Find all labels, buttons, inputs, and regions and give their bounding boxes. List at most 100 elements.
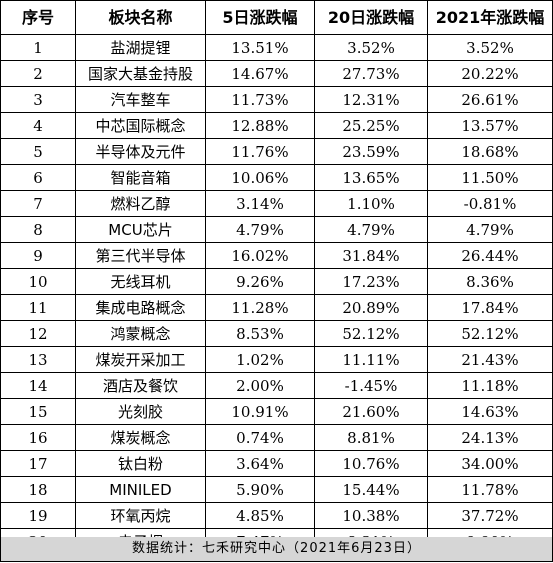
change-2021-cell: 20.22% (427, 60, 553, 87)
sector-name-cell: 半导体及元件 (75, 138, 206, 165)
header-2021-change: 2021年涨跌幅 (427, 0, 553, 35)
change-2021-cell: 26.61% (427, 86, 553, 113)
sector-name-cell: 燃料乙醇 (75, 190, 206, 217)
change-2021-cell: 11.18% (427, 372, 553, 399)
change-20day-cell: 52.12% (314, 320, 428, 347)
table-row: 13 煤炭开采加工 1.02% 11.11% 21.43% (0, 346, 553, 373)
change-5day-cell: 4.85% (205, 502, 315, 529)
sector-name-cell: MCU芯片 (75, 216, 206, 243)
change-2021-cell: 26.44% (427, 242, 553, 269)
change-20day-cell: 10.76% (314, 450, 428, 477)
row-index-cell: 7 (0, 190, 76, 217)
table-row: 19 环氧丙烷 4.85% 10.38% 37.72% (0, 502, 553, 529)
change-5day-cell: 12.88% (205, 112, 315, 139)
table-row: 3 汽车整车 11.73% 12.31% 26.61% (0, 86, 553, 113)
sector-name-cell: 盐湖提锂 (75, 34, 206, 61)
change-5day-cell: 11.76% (205, 138, 315, 165)
change-2021-cell: 13.57% (427, 112, 553, 139)
change-5day-cell: 10.06% (205, 164, 315, 191)
change-2021-cell: 14.63% (427, 398, 553, 425)
change-20day-cell: 10.38% (314, 502, 428, 529)
change-5day-cell: 14.67% (205, 60, 315, 87)
change-20day-cell: 20.89% (314, 294, 428, 321)
table-row: 17 钛白粉 3.64% 10.76% 34.00% (0, 450, 553, 477)
header-row: 序号 板块名称 5日涨跌幅 20日涨跌幅 2021年涨跌幅 (0, 0, 553, 35)
row-index-cell: 6 (0, 164, 76, 191)
table-row: 18 MINILED 5.90% 15.44% 11.78% (0, 476, 553, 503)
change-2021-cell: 8.36% (427, 268, 553, 295)
change-2021-cell: -0.81% (427, 190, 553, 217)
sector-name-cell: 集成电路概念 (75, 294, 206, 321)
change-20day-cell: 3.52% (314, 34, 428, 61)
sector-name-cell: 中芯国际概念 (75, 112, 206, 139)
change-20day-cell: 8.81% (314, 424, 428, 451)
change-20day-cell: 31.84% (314, 242, 428, 269)
sector-name-cell: 光刻胶 (75, 398, 206, 425)
table-row: 4 中芯国际概念 12.88% 25.25% 13.57% (0, 112, 553, 139)
row-index-cell: 18 (0, 476, 76, 503)
change-5day-cell: 4.79% (205, 216, 315, 243)
data-source-footer: 数据统计：七禾研究中心（2021年6月23日） (0, 537, 553, 562)
row-index-cell: 3 (0, 86, 76, 113)
change-5day-cell: 11.73% (205, 86, 315, 113)
row-index-cell: 16 (0, 424, 76, 451)
change-5day-cell: 3.14% (205, 190, 315, 217)
change-20day-cell: 4.79% (314, 216, 428, 243)
row-index-cell: 17 (0, 450, 76, 477)
sector-name-cell: 无线耳机 (75, 268, 206, 295)
change-5day-cell: 1.02% (205, 346, 315, 373)
change-5day-cell: 10.91% (205, 398, 315, 425)
table-row: 2 国家大基金持股 14.67% 27.73% 20.22% (0, 60, 553, 87)
row-index-cell: 9 (0, 242, 76, 269)
change-2021-cell: 11.50% (427, 164, 553, 191)
sector-name-cell: 鸿蒙概念 (75, 320, 206, 347)
change-5day-cell: 3.64% (205, 450, 315, 477)
table-row: 7 燃料乙醇 3.14% 1.10% -0.81% (0, 190, 553, 217)
change-2021-cell: 24.13% (427, 424, 553, 451)
change-20day-cell: 27.73% (314, 60, 428, 87)
header-5day-change: 5日涨跌幅 (205, 0, 315, 35)
change-2021-cell: 17.84% (427, 294, 553, 321)
change-5day-cell: 8.53% (205, 320, 315, 347)
sector-name-cell: 国家大基金持股 (75, 60, 206, 87)
change-2021-cell: 21.43% (427, 346, 553, 373)
change-2021-cell: 34.00% (427, 450, 553, 477)
change-2021-cell: 37.72% (427, 502, 553, 529)
table-row: 14 酒店及餐饮 2.00% -1.45% 11.18% (0, 372, 553, 399)
table-row: 5 半导体及元件 11.76% 23.59% 18.68% (0, 138, 553, 165)
sector-name-cell: 煤炭概念 (75, 424, 206, 451)
change-20day-cell: 1.10% (314, 190, 428, 217)
row-index-cell: 10 (0, 268, 76, 295)
row-index-cell: 19 (0, 502, 76, 529)
sector-name-cell: 煤炭开采加工 (75, 346, 206, 373)
row-index-cell: 2 (0, 60, 76, 87)
change-2021-cell: 18.68% (427, 138, 553, 165)
header-index: 序号 (0, 0, 76, 35)
row-index-cell: 12 (0, 320, 76, 347)
change-20day-cell: 21.60% (314, 398, 428, 425)
table-row: 10 无线耳机 9.26% 17.23% 8.36% (0, 268, 553, 295)
change-20day-cell: 23.59% (314, 138, 428, 165)
table-row: 16 煤炭概念 0.74% 8.81% 24.13% (0, 424, 553, 451)
sector-name-cell: 酒店及餐饮 (75, 372, 206, 399)
change-2021-cell: 4.79% (427, 216, 553, 243)
table-row: 12 鸿蒙概念 8.53% 52.12% 52.12% (0, 320, 553, 347)
change-5day-cell: 13.51% (205, 34, 315, 61)
sector-name-cell: 智能音箱 (75, 164, 206, 191)
row-index-cell: 11 (0, 294, 76, 321)
sector-name-cell: 钛白粉 (75, 450, 206, 477)
sector-name-cell: 汽车整车 (75, 86, 206, 113)
change-5day-cell: 5.90% (205, 476, 315, 503)
table-row: 15 光刻胶 10.91% 21.60% 14.63% (0, 398, 553, 425)
change-2021-cell: 11.78% (427, 476, 553, 503)
change-5day-cell: 9.26% (205, 268, 315, 295)
change-20day-cell: 12.31% (314, 86, 428, 113)
row-index-cell: 14 (0, 372, 76, 399)
row-index-cell: 4 (0, 112, 76, 139)
row-index-cell: 8 (0, 216, 76, 243)
sector-name-cell: MINILED (75, 476, 206, 503)
sector-name-cell: 环氧丙烷 (75, 502, 206, 529)
table-row: 9 第三代半导体 16.02% 31.84% 26.44% (0, 242, 553, 269)
